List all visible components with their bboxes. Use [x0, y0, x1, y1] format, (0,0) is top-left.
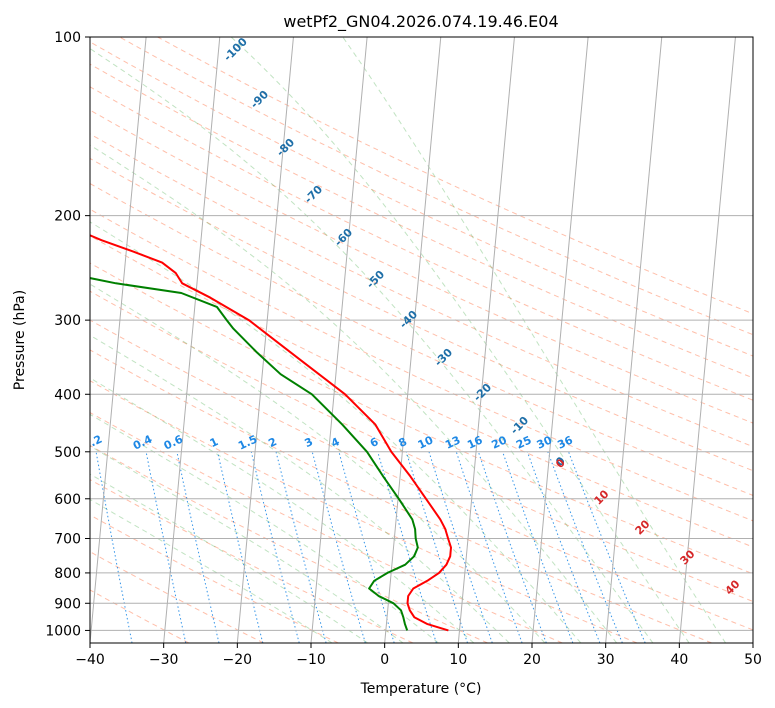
dry-adiabat-line [119, 37, 753, 336]
x-axis-label: Temperature (°C) [360, 681, 482, 697]
dry-adiabat-line [90, 444, 488, 643]
mixing-ratio-label: 36 [555, 433, 575, 451]
x-axis-ticks: −40 −30 −20 −10 0 10 20 30 40 50 [75, 643, 762, 668]
isotherm-line [236, 37, 294, 643]
mixing-ratio-line [176, 451, 220, 643]
mixing-ratio-line [428, 451, 493, 643]
mixing-ratio-line [405, 451, 468, 643]
dry-adiabat-line [90, 349, 712, 643]
moist-adiabat-line [90, 377, 475, 643]
dry-adiabat-line [157, 37, 753, 315]
y-tick-label: 300 [54, 313, 81, 329]
isotherm-line [531, 37, 589, 643]
x-tick-label: −10 [296, 652, 326, 668]
isotherm-line [678, 37, 736, 643]
y-tick-label: 500 [54, 445, 81, 461]
mixing-ratio-line [311, 451, 366, 643]
mixing-ratio-line [477, 451, 547, 643]
isotherm-line [310, 37, 368, 643]
x-tick-label: 0 [380, 652, 389, 668]
moist-adiabat-line [90, 48, 654, 643]
y-tick-label: 700 [54, 532, 81, 548]
y-tick-label: 1000 [45, 623, 81, 639]
mixing-ratio-line [217, 451, 264, 643]
dry-adiabat-line [90, 235, 753, 548]
dry-adiabat-line [90, 63, 753, 379]
dry-adiabat-line [90, 208, 753, 522]
moist-adiabat-line [230, 37, 690, 643]
chart-title: wetPf2_GN04.2026.074.19.46.E04 [283, 12, 558, 32]
moist-adiabat-line [90, 498, 333, 643]
y-tick-label: 400 [54, 387, 81, 403]
dry-adiabat-line [90, 109, 753, 424]
y-tick-label: 900 [54, 596, 81, 612]
y-tick-label: 800 [54, 566, 81, 582]
moist-adiabat-line [90, 283, 546, 643]
isotherm-line [605, 37, 663, 643]
temperature-profile-line [90, 234, 452, 632]
x-tick-label: −30 [149, 652, 179, 668]
dry-adiabat-line [90, 290, 753, 603]
mixing-ratio-line [455, 451, 523, 643]
x-tick-label: −20 [223, 652, 253, 668]
grid-lines [90, 37, 753, 643]
moist-adiabat-line [342, 37, 727, 643]
profile-series [90, 234, 452, 632]
x-tick-label: 40 [670, 652, 688, 668]
mixing-ratio-label: 25 [514, 433, 533, 451]
moist-adiabat-line [90, 144, 618, 643]
mixing-ratio-line [145, 451, 187, 643]
y-axis-label: Pressure (hPa) [12, 290, 28, 390]
y-tick-label: 100 [54, 30, 81, 46]
x-tick-label: −40 [75, 652, 105, 668]
dry-adiabat-line [90, 182, 753, 496]
mixing-ratio-line [547, 451, 623, 643]
x-tick-label: 10 [449, 652, 467, 668]
dry-adiabat-line [90, 157, 753, 472]
mixing-ratio-line [250, 451, 300, 643]
mixing-ratio-line [377, 451, 437, 643]
mixing-ratio-line [275, 451, 327, 643]
isotherm-line [752, 637, 753, 643]
moist-adiabat-line [90, 221, 582, 643]
isotherm-line [90, 37, 147, 643]
mixing-ratio-label: 16 [465, 433, 485, 451]
dewpoint-profile-line [90, 277, 419, 631]
mixing-ratio-line [502, 451, 574, 643]
y-axis-ticks: 100 200 300 400 500 600 700 800 900 1000 [45, 30, 90, 639]
mixing-ratio-label: 30 [535, 433, 555, 451]
x-tick-label: 20 [523, 652, 541, 668]
plot-frame [89, 36, 754, 644]
mixing-ratio-label: 13 [443, 433, 462, 451]
mixing-ratio-label: 20 [489, 433, 509, 451]
moist-adiabat-line [90, 473, 368, 643]
isotherm-line [384, 37, 442, 643]
isotherm-line [163, 37, 221, 643]
moist-adiabat-line [90, 334, 510, 643]
isotherm-line [457, 37, 515, 643]
plot-area: -100-90-80-70-60-50-40-30-20-10001020304… [90, 37, 753, 643]
x-tick-label: 30 [597, 652, 615, 668]
y-tick-label: 600 [54, 492, 81, 508]
mixing-ratio-line [526, 451, 601, 643]
moist-adiabat-line [90, 445, 404, 643]
mixing-ratio-label: 10 [416, 433, 436, 451]
x-tick-label: 50 [744, 652, 762, 668]
y-tick-label: 200 [54, 209, 81, 225]
dry-adiabat-line [90, 551, 264, 643]
